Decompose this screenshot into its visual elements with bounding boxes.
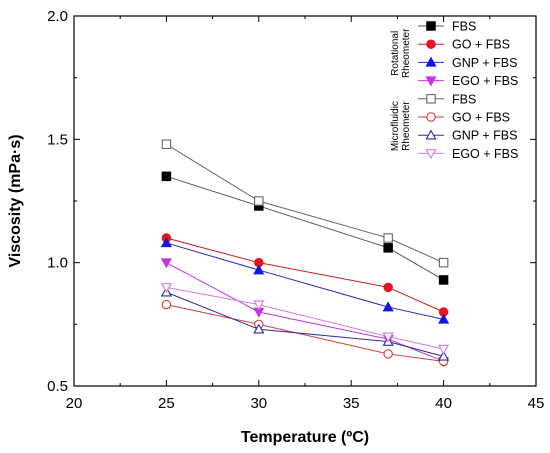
legend-group-label: Rotational Rheometer <box>390 28 412 78</box>
x-tick-label: 45 <box>528 395 545 412</box>
legend-group-label-line: Rotational <box>390 31 401 76</box>
data-point-rotational-go-fbs <box>383 282 393 293</box>
legend-group-label-line: Microfluidic <box>390 101 401 151</box>
legend-marker <box>425 56 437 67</box>
series-line-rotational-fbs <box>166 175 444 281</box>
data-point-microfluidic-fbs <box>161 139 172 150</box>
legend-marker <box>426 112 436 122</box>
x-tick-label: 20 <box>66 395 83 412</box>
data-point-rotational-ego-fbs <box>160 258 172 269</box>
data-point-rotational-fbs <box>383 243 393 253</box>
series-rotational-fbs <box>161 171 449 285</box>
legend-item: GO + FBS <box>418 111 510 125</box>
legend-item: GNP + FBS <box>418 56 517 70</box>
legend-item: EGO + FBS <box>418 74 518 88</box>
y-tick-label: 2.0 <box>47 8 68 25</box>
axis-ticks: 20 25 30 35 40 45 0.5 1.0 1.5 2.0 <box>47 8 544 412</box>
legend-label: GO + FBS <box>452 38 510 52</box>
y-tick-label: 0.5 <box>47 378 68 395</box>
x-tick-label: 25 <box>158 395 175 412</box>
legend-group-label-line: Rheometer <box>401 28 412 78</box>
legend-marker <box>426 94 436 104</box>
series-microfluidic-ego-fbs <box>160 283 450 355</box>
series-line-microfluidic-fbs <box>166 143 444 264</box>
legend-item: EGO + FBS <box>418 147 518 161</box>
y-axis-title: Viscosity (mPa·s) <box>7 134 24 267</box>
legend-marker <box>425 149 437 160</box>
x-tick-label: 35 <box>343 395 360 412</box>
legend-label: FBS <box>452 92 476 106</box>
data-point-microfluidic-ego-fbs <box>253 300 265 311</box>
x-tick-label: 30 <box>250 395 267 412</box>
y-tick-label: 1.0 <box>47 255 68 272</box>
series-layer <box>160 139 450 368</box>
data-point-rotational-fbs <box>161 171 172 182</box>
series-microfluidic-fbs <box>161 139 449 268</box>
x-tick-label: 40 <box>435 395 452 412</box>
data-point-microfluidic-ego-fbs <box>438 344 450 355</box>
series-rotational-go-fbs <box>161 233 449 317</box>
data-point-rotational-gnp-fbs <box>382 301 394 312</box>
legend-item: FBS <box>418 92 476 106</box>
legend-item: GO + FBS <box>418 38 510 52</box>
data-point-microfluidic-fbs <box>254 196 264 206</box>
data-point-rotational-gnp-fbs <box>253 264 265 275</box>
plot-frame <box>73 15 537 387</box>
legend-item: FBS <box>418 20 476 34</box>
legend-label: EGO + FBS <box>452 74 518 88</box>
data-point-microfluidic-gnp-fbs <box>438 350 450 361</box>
series-line-rotational-gnp-fbs <box>166 242 444 320</box>
series-line-rotational-go-fbs <box>166 237 444 313</box>
data-point-microfluidic-go-fbs <box>383 349 393 359</box>
legend-marker <box>425 76 437 87</box>
data-point-rotational-gnp-fbs <box>160 237 172 248</box>
legend-group-label: Microfluidic Rheometer <box>390 101 412 151</box>
legend-marker <box>426 39 436 49</box>
series-rotational-gnp-fbs <box>160 237 450 324</box>
legend-marker <box>425 129 437 140</box>
data-point-microfluidic-fbs <box>438 257 449 268</box>
series-line-rotational-ego-fbs <box>166 262 444 362</box>
legend-marker <box>426 21 436 31</box>
data-point-microfluidic-ego-fbs <box>382 332 394 343</box>
series-line-microfluidic-ego-fbs <box>166 286 444 350</box>
legend-label: GNP + FBS <box>452 56 517 70</box>
legend-label: GNP + FBS <box>452 129 517 143</box>
data-point-microfluidic-go-fbs <box>161 299 172 310</box>
legend-label: GO + FBS <box>452 111 510 125</box>
y-tick-label: 1.5 <box>47 131 68 148</box>
legend-label: FBS <box>452 20 476 34</box>
x-axis-title: Temperature (ºC) <box>241 429 369 446</box>
series-microfluidic-go-fbs <box>161 299 449 367</box>
data-point-microfluidic-gnp-fbs <box>253 323 265 334</box>
data-point-rotational-fbs <box>438 275 449 285</box>
legend-item: GNP + FBS <box>418 129 517 143</box>
data-point-rotational-gnp-fbs <box>438 313 450 324</box>
data-point-microfluidic-ego-fbs <box>160 283 172 294</box>
legend-label: EGO + FBS <box>452 147 518 161</box>
series-line-microfluidic-gnp-fbs <box>166 291 444 357</box>
series-line-microfluidic-go-fbs <box>166 304 444 362</box>
series-microfluidic-gnp-fbs <box>160 286 450 361</box>
legend-group-label-line: Rheometer <box>401 101 412 151</box>
data-point-microfluidic-fbs <box>383 233 393 243</box>
plot-area-border <box>73 15 537 387</box>
